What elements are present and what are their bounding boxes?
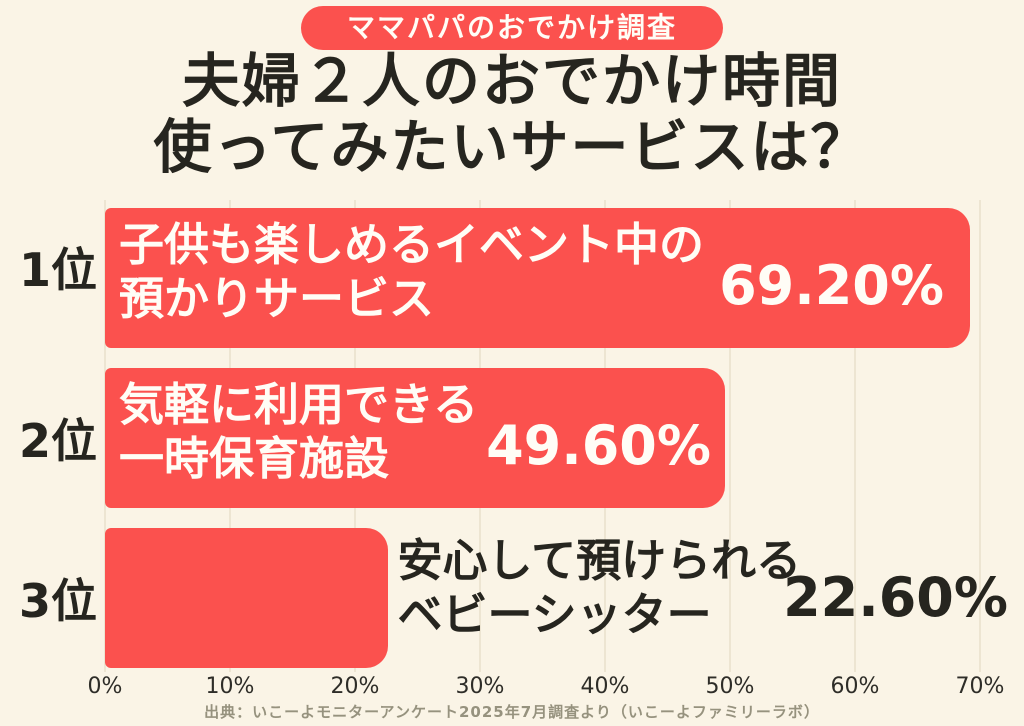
title-line-2: 使ってみたいサービスは？ bbox=[153, 113, 871, 181]
bar-3 bbox=[105, 528, 388, 668]
bar-chart: 1位 子供も楽しめるイベント中の 預かりサービス 69.20% 2位 気軽に利用… bbox=[0, 200, 1024, 700]
bar-1-label-line1: 子供も楽しめるイベント中の bbox=[119, 218, 705, 271]
bar-3-value: 22.60% bbox=[783, 566, 1008, 629]
rank-label-1: 1位 bbox=[18, 242, 97, 297]
bar-2-value: 49.60% bbox=[486, 414, 711, 477]
bar-3-label-line2: ベビーシッター bbox=[397, 588, 712, 641]
bar-1-label-line2: 預かりサービス bbox=[119, 272, 435, 325]
survey-badge-label: ママパパのおでかけ調査 bbox=[346, 11, 678, 44]
bar-3-label-line1: 安心して預けられる bbox=[397, 534, 802, 587]
x-axis-tick: 40% bbox=[580, 674, 630, 699]
x-axis-tick: 10% bbox=[205, 674, 255, 699]
bar-2: 気軽に利用できる 一時保育施設 49.60% bbox=[105, 368, 725, 508]
x-axis-tick: 0% bbox=[87, 674, 123, 699]
title-line-1: 夫婦２人のおでかけ時間 bbox=[181, 47, 842, 115]
survey-badge: ママパパのおでかけ調査 bbox=[300, 6, 724, 50]
x-axis-tick: 30% bbox=[455, 674, 505, 699]
bar-row-2: 2位 気軽に利用できる 一時保育施設 49.60% bbox=[19, 368, 1008, 508]
bar-row-1: 1位 子供も楽しめるイベント中の 預かりサービス 69.20% bbox=[19, 208, 1008, 348]
bar-row-3: 3位 安心して預けられる ベビーシッター 22.60% bbox=[19, 528, 1008, 668]
x-axis: 0% 10% 20% 30% 40% 50% 60% 70% bbox=[0, 674, 1024, 704]
x-axis-tick: 20% bbox=[330, 674, 380, 699]
x-axis-tick: 50% bbox=[705, 674, 755, 699]
rank-label-3: 3位 bbox=[18, 574, 97, 628]
bar-2-label-line2: 一時保育施設 bbox=[119, 432, 390, 485]
gridline bbox=[979, 200, 981, 672]
bar-2-label: 気軽に利用できる 一時保育施設 bbox=[119, 378, 478, 486]
bar-1-value: 69.20% bbox=[719, 254, 944, 317]
bar-2-label-line1: 気軽に利用できる bbox=[119, 378, 479, 431]
bar-1-label: 子供も楽しめるイベント中の 預かりサービス bbox=[119, 218, 704, 326]
gridline bbox=[729, 200, 731, 672]
bar-1: 子供も楽しめるイベント中の 預かりサービス 69.20% bbox=[105, 208, 970, 348]
gridline bbox=[854, 200, 856, 672]
rank-label-2: 2位 bbox=[18, 414, 97, 468]
x-axis-tick: 70% bbox=[955, 674, 1005, 699]
page-title: 夫婦２人のおでかけ時間 使ってみたいサービスは？ bbox=[0, 48, 1024, 180]
source-note: 出典：いこーよモニターアンケート2025年7月調査より（いこーよファミリーラボ） bbox=[204, 703, 820, 721]
bar-3-label: 安心して預けられる ベビーシッター bbox=[398, 534, 802, 642]
x-axis-tick: 60% bbox=[830, 674, 880, 699]
